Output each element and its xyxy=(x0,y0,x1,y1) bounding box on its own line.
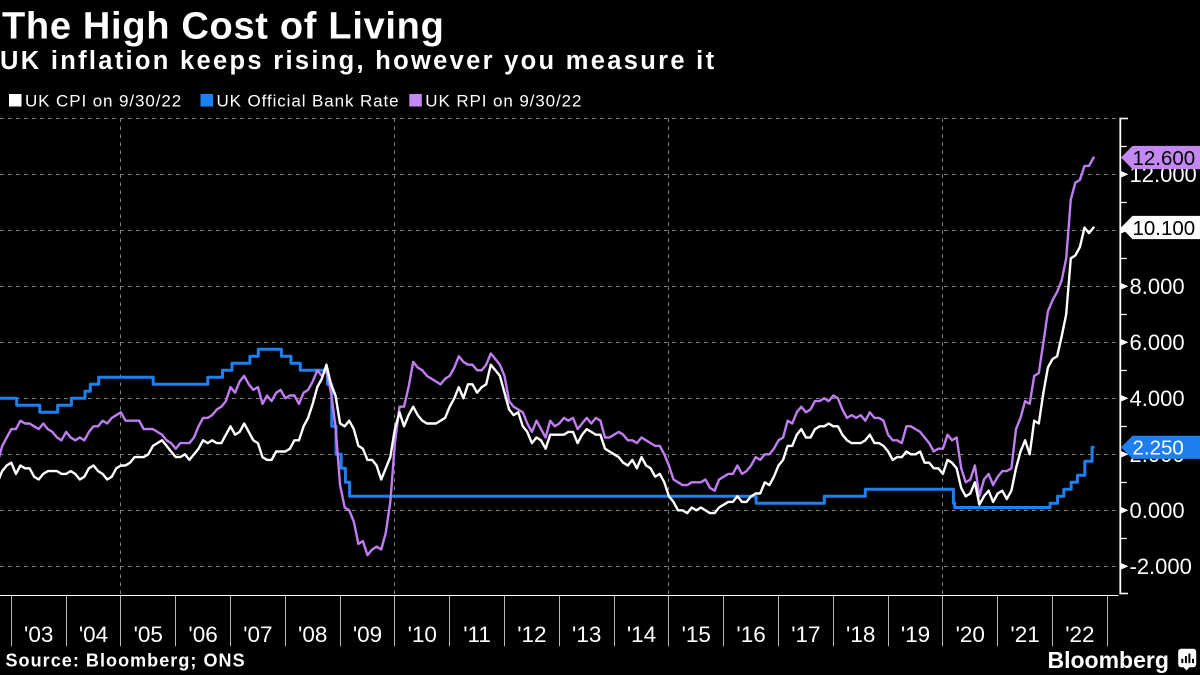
svg-text:'14: '14 xyxy=(627,622,656,647)
svg-text:'10: '10 xyxy=(408,622,437,647)
svg-text:UK Official Bank Rate: UK Official Bank Rate xyxy=(217,92,400,111)
svg-text:'20: '20 xyxy=(956,622,985,647)
svg-text:'05: '05 xyxy=(134,622,163,647)
svg-text:'17: '17 xyxy=(791,622,820,647)
svg-text:The High Cost of Living: The High Cost of Living xyxy=(2,5,445,47)
svg-text:'03: '03 xyxy=(24,622,53,647)
svg-text:UK inflation keeps rising, how: UK inflation keeps rising, however you m… xyxy=(0,47,716,75)
svg-text:'06: '06 xyxy=(188,622,217,647)
svg-text:'08: '08 xyxy=(298,622,327,647)
svg-text:'22: '22 xyxy=(1065,622,1094,647)
svg-text:'21: '21 xyxy=(1010,622,1039,647)
svg-text:'11: '11 xyxy=(463,622,491,647)
svg-text:12.600: 12.600 xyxy=(1133,147,1196,170)
svg-text:'04: '04 xyxy=(79,622,108,647)
svg-text:8.000: 8.000 xyxy=(1130,274,1185,299)
svg-text:'12: '12 xyxy=(517,622,546,647)
svg-text:'18: '18 xyxy=(846,622,875,647)
svg-text:4.000: 4.000 xyxy=(1130,386,1185,411)
svg-text:Bloomberg: Bloomberg xyxy=(1048,647,1169,673)
svg-text:'09: '09 xyxy=(353,622,382,647)
svg-text:6.000: 6.000 xyxy=(1130,330,1185,355)
svg-text:UK CPI on 9/30/22: UK CPI on 9/30/22 xyxy=(25,92,182,111)
svg-text:'13: '13 xyxy=(572,622,601,647)
svg-text:0.000: 0.000 xyxy=(1130,498,1185,523)
svg-text:-2.000: -2.000 xyxy=(1130,554,1192,579)
svg-text:2.250: 2.250 xyxy=(1133,437,1184,460)
svg-text:'15: '15 xyxy=(682,622,711,647)
svg-text:UK RPI on 9/30/22: UK RPI on 9/30/22 xyxy=(425,92,582,111)
svg-text:10.100: 10.100 xyxy=(1133,217,1196,240)
svg-text:'07: '07 xyxy=(243,622,272,647)
svg-text:'16: '16 xyxy=(736,622,765,647)
svg-text:'19: '19 xyxy=(901,622,930,647)
svg-text:Source: Bloomberg; ONS: Source: Bloomberg; ONS xyxy=(6,651,246,671)
